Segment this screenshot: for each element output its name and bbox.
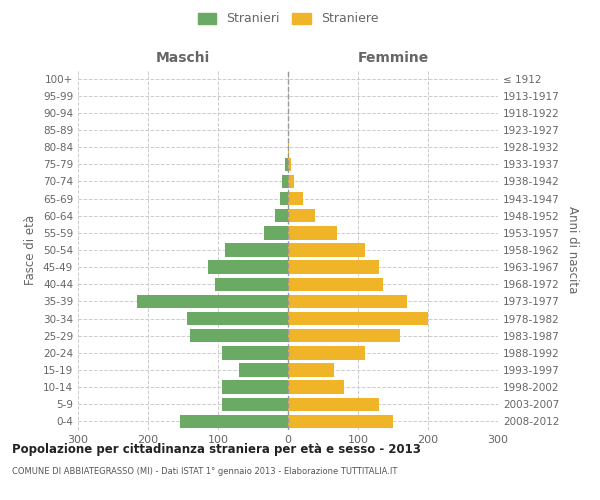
Bar (208, 260, 288, 274)
Bar (288, 414, 393, 428)
Bar (221, 380, 288, 394)
Bar (288, 209, 314, 222)
Bar (288, 226, 337, 239)
Bar (288, 260, 379, 274)
Text: Popolazione per cittadinanza straniera per età e sesso - 2013: Popolazione per cittadinanza straniera p… (12, 442, 421, 456)
Bar (187, 312, 288, 326)
Legend: Stranieri, Straniere: Stranieri, Straniere (194, 8, 382, 29)
Bar (288, 398, 379, 411)
Bar (239, 364, 288, 376)
Text: Femmine: Femmine (358, 51, 428, 65)
Bar (288, 158, 291, 171)
Bar (288, 278, 383, 291)
Text: COMUNE DI ABBIATEGRASSO (MI) - Dati ISTAT 1° gennaio 2013 - Elaborazione TUTTITA: COMUNE DI ABBIATEGRASSO (MI) - Dati ISTA… (12, 468, 397, 476)
Bar (284, 158, 288, 171)
Bar (288, 380, 344, 394)
Bar (275, 209, 288, 222)
Bar (215, 278, 288, 291)
Bar (221, 346, 288, 360)
Text: Maschi: Maschi (156, 51, 210, 65)
Y-axis label: Fasce di età: Fasce di età (25, 215, 37, 285)
Bar (288, 174, 293, 188)
Bar (288, 192, 304, 205)
Bar (280, 192, 288, 205)
Bar (190, 329, 288, 342)
Y-axis label: Anni di nascita: Anni di nascita (566, 206, 579, 294)
Bar (137, 294, 288, 308)
Bar (263, 226, 288, 239)
Bar (288, 312, 428, 326)
Bar (288, 140, 289, 154)
Bar (179, 414, 288, 428)
Bar (288, 244, 365, 256)
Bar (288, 346, 365, 360)
Bar (288, 294, 407, 308)
Bar (288, 364, 334, 376)
Bar (288, 329, 400, 342)
Bar (221, 398, 288, 411)
Bar (225, 244, 288, 256)
Bar (283, 174, 288, 188)
